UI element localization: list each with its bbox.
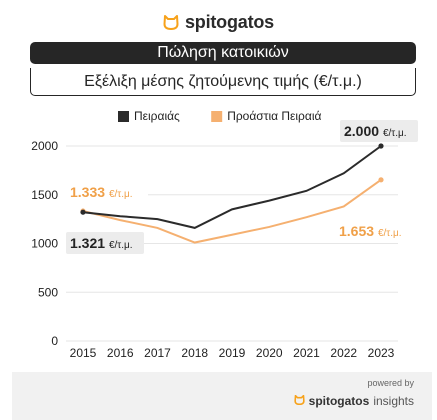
annotation-box	[66, 181, 148, 203]
cat-icon	[294, 392, 305, 410]
x-tick-label: 2015	[70, 346, 97, 360]
annotation-box	[66, 232, 144, 254]
annotation-label: 1.653 €/τ.μ.	[339, 223, 402, 239]
brand-logo: spitogatos	[0, 12, 437, 33]
x-tick-label: 2019	[219, 346, 246, 360]
footer-brand-suffix: insights	[373, 394, 414, 408]
footer: powered by spitogatos insights	[12, 372, 432, 420]
legend-swatch	[211, 111, 223, 122]
footer-brand-name: spitogatos	[308, 394, 370, 408]
banner-title: Πώληση κατοικιών	[30, 42, 416, 64]
x-tick-label: 2022	[330, 346, 357, 360]
annotation-label: 1.333 €/τ.μ.	[70, 184, 133, 200]
annotation-box	[335, 220, 415, 242]
x-tick-label: 2017	[144, 346, 171, 360]
legend-label: Προάστια Πειραιά	[227, 109, 321, 123]
data-point	[378, 177, 384, 183]
cat-icon	[163, 15, 179, 30]
y-tick-label: 2000	[31, 139, 58, 153]
y-tick-label: 1000	[31, 237, 58, 251]
annotation-label: 1.321 €/τ.μ.	[70, 235, 133, 251]
footer-logo: spitogatos insights	[294, 392, 414, 410]
powered-by-label: powered by	[367, 378, 414, 388]
series-line-piraeus	[82, 145, 382, 229]
series-line-suburbs	[82, 179, 382, 244]
annotation-box	[340, 120, 418, 142]
x-tick-label: 2020	[256, 346, 283, 360]
x-tick-label: 2021	[293, 346, 320, 360]
annotation-label: 2.000 €/τ.μ.	[344, 123, 407, 139]
y-tick-label: 500	[38, 285, 58, 299]
legend-swatch	[118, 111, 129, 122]
x-tick-label: 2016	[107, 346, 134, 360]
data-point	[80, 209, 86, 215]
y-tick-label: 0	[51, 334, 58, 348]
legend-label: Πειραιάς	[134, 109, 180, 123]
line-chart: 0 500 1000 1500 2000 2015 2016 2017 2018 2019 2020…	[31, 109, 418, 360]
chart-subtitle: Εξέλιξη μέσης ζητούμενης τιμής (€/τ.μ.)	[30, 68, 416, 96]
brand-name: spitogatos	[184, 12, 274, 32]
x-tick-label: 2023	[368, 346, 395, 360]
data-point	[378, 143, 384, 149]
x-tick-label: 2018	[181, 346, 208, 360]
y-tick-label: 1500	[31, 188, 58, 202]
